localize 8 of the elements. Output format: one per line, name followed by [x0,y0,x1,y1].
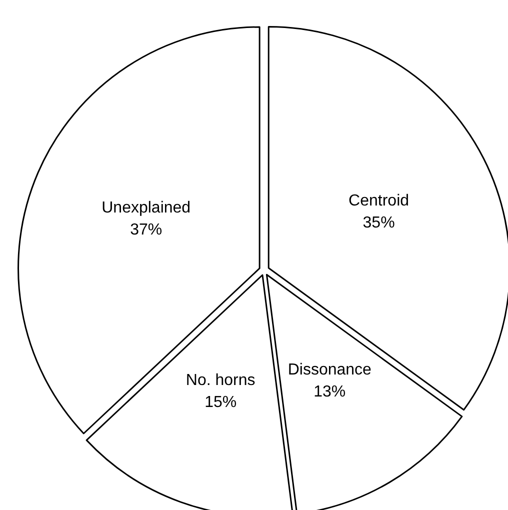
data-label: 13% [314,384,346,401]
data-label: 35% [362,214,395,232]
slice-label: Dissonance [288,362,372,379]
data-label: 37% [130,222,162,239]
data-label: 15% [204,394,237,411]
slice-label: No. horns [186,372,256,389]
slice-label: Centroid [348,192,410,210]
slice-label: Unexplained [102,200,191,217]
